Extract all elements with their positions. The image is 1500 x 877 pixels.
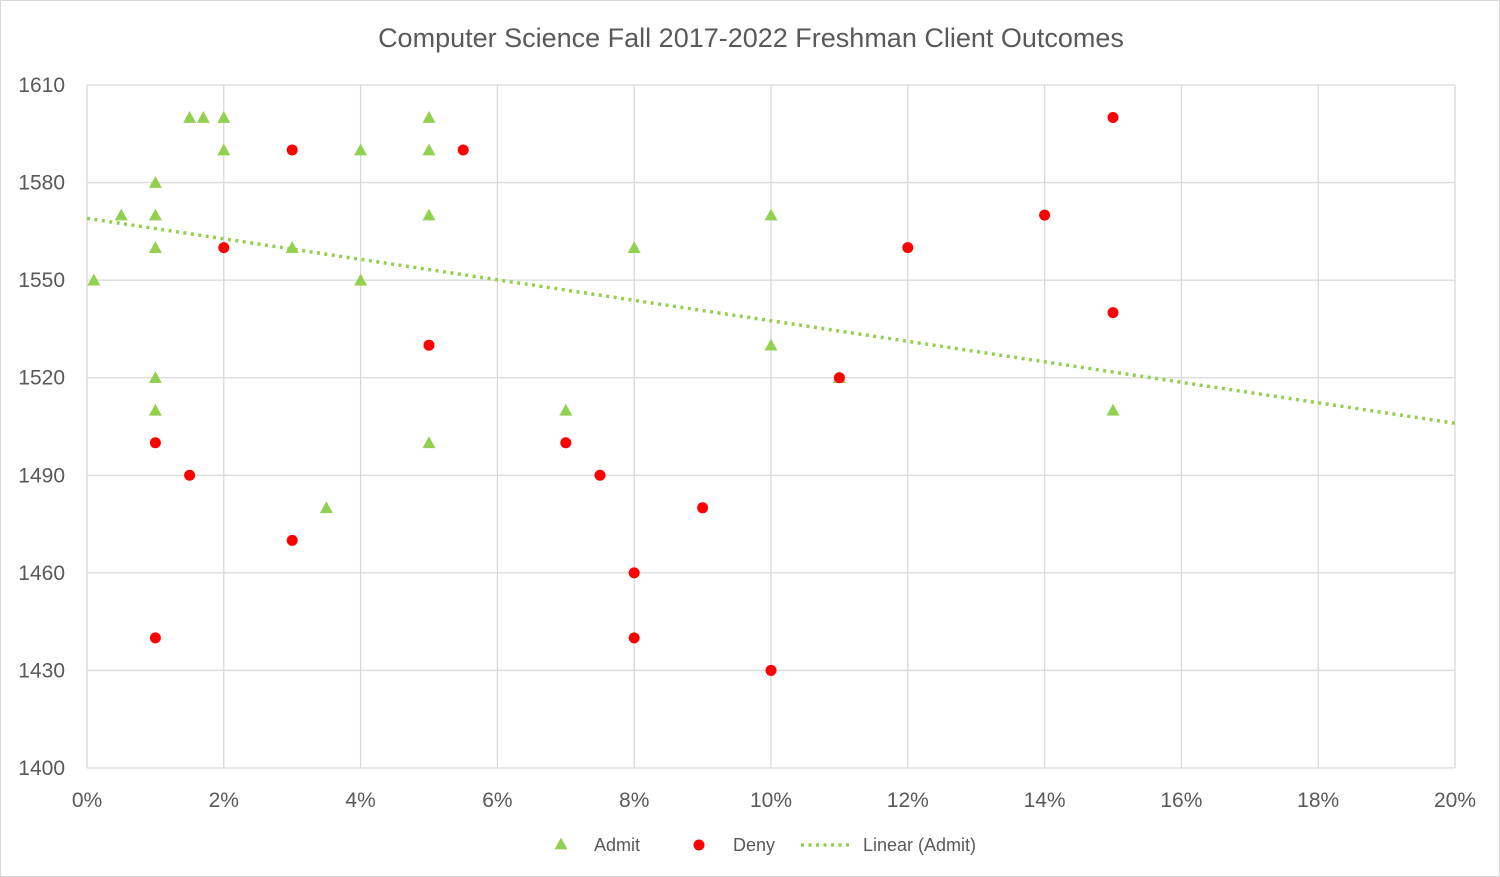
y-tick-label: 1490 [18,464,65,487]
admit-point [196,111,210,123]
deny-point [628,567,640,579]
x-axis-tick-labels: 0% 2% 4% 6% 8% 10% 12% 14% 16% 18% 20% [72,789,1476,812]
admit-point [285,241,299,253]
y-tick-label: 1460 [18,562,65,585]
y-tick-label: 1610 [18,74,65,97]
admit-point [217,111,231,123]
legend-deny-label: Deny [733,835,775,855]
deny-point [1039,209,1051,221]
admit-point [148,371,162,384]
deny-point [149,632,161,644]
deny-point [184,469,196,481]
x-tick-label: 14% [1024,789,1066,812]
deny-point [286,534,298,546]
x-tick-label: 8% [619,789,649,812]
deny-point [149,437,161,449]
admit-point [764,208,778,221]
x-tick-label: 16% [1160,789,1202,812]
admit-point [354,273,368,286]
trendline-layer [86,216,1456,425]
legend-admit-label: Admit [594,835,640,855]
x-tick-label: 12% [887,789,929,812]
deny-point [423,339,435,351]
deny-series [149,112,1119,676]
admit-linear-trendline [86,216,1456,425]
gridlines [86,84,1456,769]
x-tick-label: 6% [482,789,512,812]
legend-admit-marker [554,837,568,850]
admit-point [422,111,436,123]
y-axis-tick-labels: 1400 1430 1460 1490 1520 1550 1580 1610 [18,74,65,780]
chart-title: Computer Science Fall 2017-2022 Freshman… [378,23,1124,53]
legend-deny-marker [693,839,705,851]
legend-trendline-label: Linear (Admit) [863,835,976,855]
admit-point [319,501,333,514]
admit-point [1106,403,1120,416]
admit-point [148,241,162,253]
deny-point [902,242,914,254]
x-tick-label: 4% [345,789,375,812]
deny-point [1107,112,1119,124]
admit-point [183,111,197,123]
admit-point [148,208,162,221]
x-tick-label: 2% [209,789,239,812]
admit-point [559,403,573,416]
y-tick-label: 1430 [18,659,65,682]
x-tick-label: 18% [1297,789,1339,812]
admit-series [87,111,1120,514]
deny-point [833,372,845,384]
x-tick-label: 20% [1434,789,1476,812]
admit-point [114,208,128,221]
deny-point [1107,307,1119,319]
admit-point [422,208,436,221]
deny-point [457,144,469,156]
y-tick-label: 1520 [18,367,65,390]
admit-point [764,338,778,351]
admit-point [422,143,436,156]
admit-point [87,273,101,286]
x-tick-label: 10% [750,789,792,812]
deny-point [218,242,230,254]
admit-point [627,241,641,253]
x-tick-label: 0% [72,789,102,812]
admit-point [148,403,162,416]
legend: Admit Deny Linear (Admit) [554,835,976,855]
admit-point [422,436,436,449]
admit-point [148,176,162,188]
y-tick-label: 1550 [18,269,65,292]
deny-point [286,144,298,156]
deny-point [594,469,606,481]
deny-point [560,437,572,449]
deny-point [697,502,709,514]
y-tick-label: 1400 [18,757,65,780]
y-tick-label: 1580 [18,172,65,195]
deny-point [765,664,777,676]
deny-point [628,632,640,644]
admit-point [354,143,368,156]
admit-point [217,143,231,156]
